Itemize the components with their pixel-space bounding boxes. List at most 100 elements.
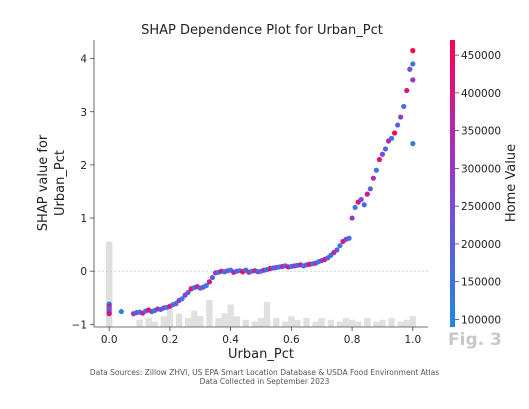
data-point — [334, 247, 339, 252]
figure-label: Fig. 3 — [448, 330, 502, 350]
histogram-bar — [197, 316, 203, 327]
data-point — [365, 192, 370, 197]
colorbar — [450, 40, 455, 327]
data-point — [395, 122, 400, 127]
histogram-bar — [243, 320, 249, 327]
source-line-2: Data Collected in September 2023 — [0, 377, 529, 386]
histogram-bar — [176, 314, 182, 328]
data-point — [407, 67, 412, 72]
histogram-bar — [185, 318, 191, 327]
data-point — [107, 311, 112, 316]
colorbar-tick-label: 250000 — [461, 201, 501, 213]
data-point — [401, 104, 406, 109]
data-point — [374, 168, 379, 173]
histogram-bar — [312, 322, 318, 327]
source-line-1: Data Sources: Zillow ZHVI, US EPA Smart … — [0, 368, 529, 377]
histogram-bar — [227, 305, 233, 328]
histogram-bar — [273, 318, 279, 327]
data-point — [380, 152, 385, 157]
histogram-bar — [364, 318, 370, 327]
histogram-bar — [191, 311, 197, 327]
y-tick-label: 3 — [80, 107, 87, 119]
data-point — [362, 202, 367, 207]
histogram-bar — [373, 322, 379, 327]
x-tick-label: 0.4 — [222, 334, 239, 346]
data-point — [398, 114, 403, 119]
y-axis-label-line2: Urban_Pct — [53, 150, 68, 216]
data-point — [359, 197, 364, 202]
histogram-bar — [234, 316, 240, 327]
colorbar-tick-label: 300000 — [461, 163, 501, 175]
data-point — [410, 77, 415, 82]
y-tick-label: −1 — [72, 319, 87, 331]
histogram-bar — [221, 314, 227, 328]
histogram-bar — [161, 316, 167, 327]
colorbar-ticks-group: 100000 150000 200000 250000 300000 350000 4000… — [455, 50, 501, 326]
histogram-bar — [404, 320, 410, 327]
histogram-bar — [328, 320, 334, 327]
x-tick-label: 0.8 — [344, 334, 361, 346]
histogram-bar — [397, 322, 403, 327]
histogram-bar — [349, 320, 355, 327]
histogram-bar — [343, 318, 349, 327]
histogram-bar — [282, 322, 288, 327]
points-group — [107, 48, 416, 316]
x-tick-label: 0.6 — [283, 334, 300, 346]
y-ticks-group: −1 0 1 2 3 4 — [72, 54, 94, 332]
histogram-bar — [252, 322, 258, 327]
data-point — [410, 61, 415, 66]
histogram-bar — [215, 318, 221, 327]
x-tick-label: 0.0 — [101, 334, 118, 346]
histogram-bar — [303, 318, 309, 327]
histogram-bar — [264, 302, 270, 327]
colorbar-tick-label: 450000 — [461, 50, 501, 62]
histogram-bar — [294, 320, 300, 327]
histogram-bar — [145, 318, 151, 327]
y-tick-label: 4 — [80, 54, 87, 66]
data-point — [410, 141, 415, 146]
histogram-bar — [379, 320, 385, 327]
data-point — [389, 136, 394, 141]
x-tick-label: 0.2 — [162, 334, 179, 346]
data-point — [392, 130, 397, 135]
y-tick-label: 0 — [80, 266, 87, 278]
x-tick-label: 1.0 — [404, 334, 421, 346]
data-point — [346, 236, 351, 241]
histogram-bar — [355, 322, 361, 327]
y-tick-label: 2 — [80, 160, 87, 172]
colorbar-label: Home Value — [504, 144, 519, 222]
data-point — [210, 275, 215, 280]
chart-title: SHAP Dependence Plot for Urban_Pct — [141, 23, 383, 38]
y-axis-label-line1: SHAP value for — [36, 134, 51, 231]
colorbar-tick-label: 400000 — [461, 88, 501, 100]
data-point — [349, 215, 354, 220]
histogram-bar — [136, 320, 142, 327]
data-point — [377, 157, 382, 162]
data-point — [337, 243, 342, 248]
data-point — [207, 279, 212, 284]
data-point — [404, 88, 409, 93]
histogram-bar — [152, 322, 158, 327]
colorbar-tick-label: 200000 — [461, 239, 501, 251]
data-point — [383, 146, 388, 151]
data-point — [353, 205, 358, 210]
colorbar-tick-label: 350000 — [461, 126, 501, 138]
histogram-bar — [319, 318, 325, 327]
colorbar-tick-label: 100000 — [461, 314, 501, 326]
x-ticks-group: 0.0 0.2 0.4 0.6 0.8 1.0 — [101, 327, 421, 346]
y-axis-label: SHAP value for Urban_Pct — [36, 134, 68, 231]
histogram-bar — [288, 316, 294, 327]
histogram-bar — [337, 322, 343, 327]
data-point — [119, 309, 124, 314]
histogram-bar — [388, 318, 394, 327]
histogram-bar — [206, 300, 212, 327]
histogram-bar — [410, 316, 416, 327]
y-tick-label: 1 — [80, 213, 87, 225]
data-point — [368, 186, 373, 191]
histogram-bar — [167, 309, 173, 327]
x-axis-label: Urban_Pct — [228, 347, 294, 362]
data-point — [410, 48, 415, 53]
histogram-bar — [258, 318, 264, 327]
data-point — [371, 176, 376, 181]
histogram-group — [106, 242, 416, 328]
